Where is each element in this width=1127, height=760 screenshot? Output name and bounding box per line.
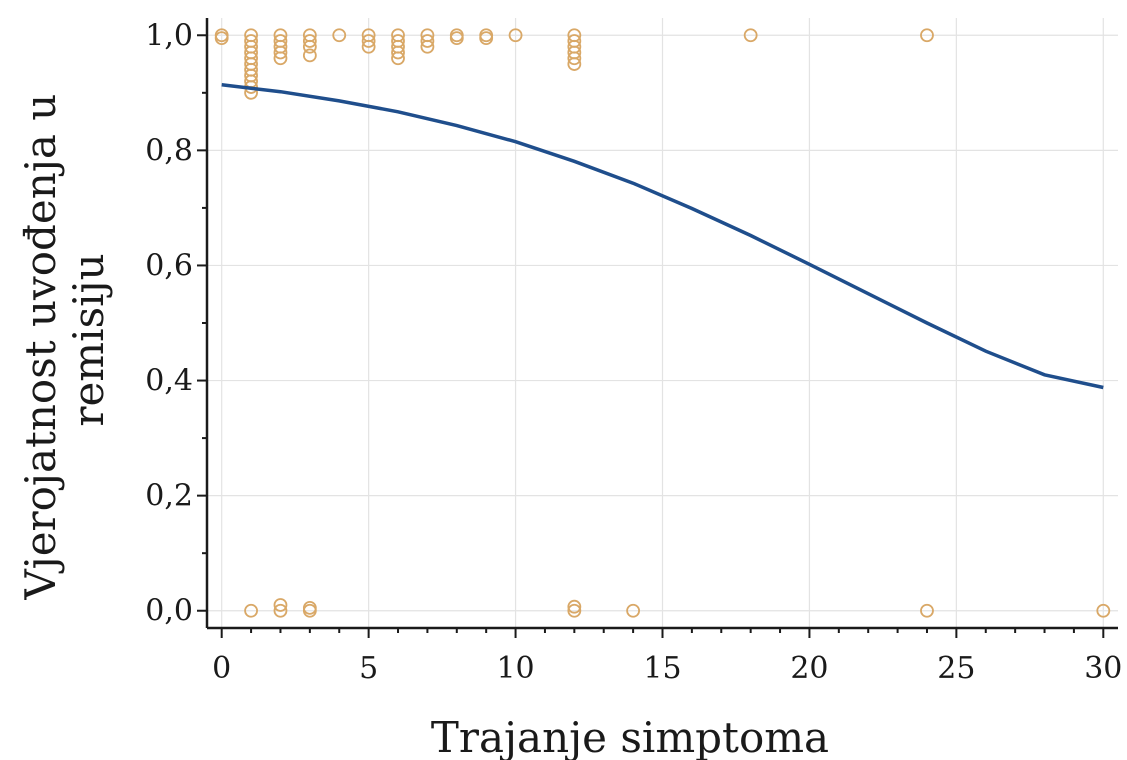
data-point xyxy=(920,603,934,618)
y-tick-label: 0,6 xyxy=(145,248,193,283)
fitted-curve xyxy=(221,83,1104,390)
y-tick-label: 0,0 xyxy=(145,594,193,629)
x-tick-label: 20 xyxy=(790,651,828,686)
data-point xyxy=(391,51,405,66)
x-tick-label: 25 xyxy=(937,651,975,686)
data-point xyxy=(302,600,317,615)
data-point xyxy=(273,45,288,60)
data-point xyxy=(302,39,317,54)
data-point xyxy=(567,57,582,71)
y-axis-title-line-1: Vjerojatnost uvođenja u xyxy=(16,94,65,601)
data-point xyxy=(743,28,758,43)
y-tick-label: 0,4 xyxy=(145,364,193,399)
data-point xyxy=(449,31,464,46)
data-point xyxy=(567,599,582,614)
grid-lines xyxy=(207,18,1118,628)
axes xyxy=(197,18,1118,638)
x-tick-label: 0 xyxy=(212,651,231,686)
y-tick-label: 0,2 xyxy=(145,479,193,514)
data-point xyxy=(273,598,288,612)
tick-labels: 0 5 10 15 20 25 30 0,0 0,2 0,4 0,6 0,8 1,0 xyxy=(145,18,1122,686)
data-point xyxy=(361,39,376,54)
data-point xyxy=(420,39,435,54)
y-axis-title: Vjerojatnost uvođenja u remisiju xyxy=(16,80,113,600)
data-point xyxy=(244,603,258,618)
data-point xyxy=(567,603,582,618)
data-point xyxy=(273,603,288,618)
data-point xyxy=(567,51,582,66)
data-point xyxy=(361,34,376,48)
data-point xyxy=(1096,603,1111,618)
data-point xyxy=(508,28,523,43)
scatter-points xyxy=(214,28,1111,618)
data-point xyxy=(920,28,934,43)
x-tick-label: 10 xyxy=(496,651,534,686)
regression-curve xyxy=(221,83,1104,390)
data-point xyxy=(332,28,347,43)
data-point xyxy=(626,603,641,618)
data-point xyxy=(420,34,435,48)
data-point xyxy=(302,34,317,48)
data-point xyxy=(273,51,288,66)
data-point xyxy=(302,48,317,63)
data-point xyxy=(479,31,494,46)
y-tick-label: 0,8 xyxy=(145,133,193,168)
y-tick-label: 1,0 xyxy=(145,18,193,53)
x-tick-label: 15 xyxy=(643,651,681,686)
x-tick-label: 30 xyxy=(1084,651,1122,686)
y-axis-title-line-2: remisiju xyxy=(64,253,113,426)
x-axis-title: Trajanje simptoma xyxy=(431,713,829,760)
data-point xyxy=(214,31,229,46)
data-point xyxy=(391,45,405,60)
x-tick-label: 5 xyxy=(359,651,378,686)
